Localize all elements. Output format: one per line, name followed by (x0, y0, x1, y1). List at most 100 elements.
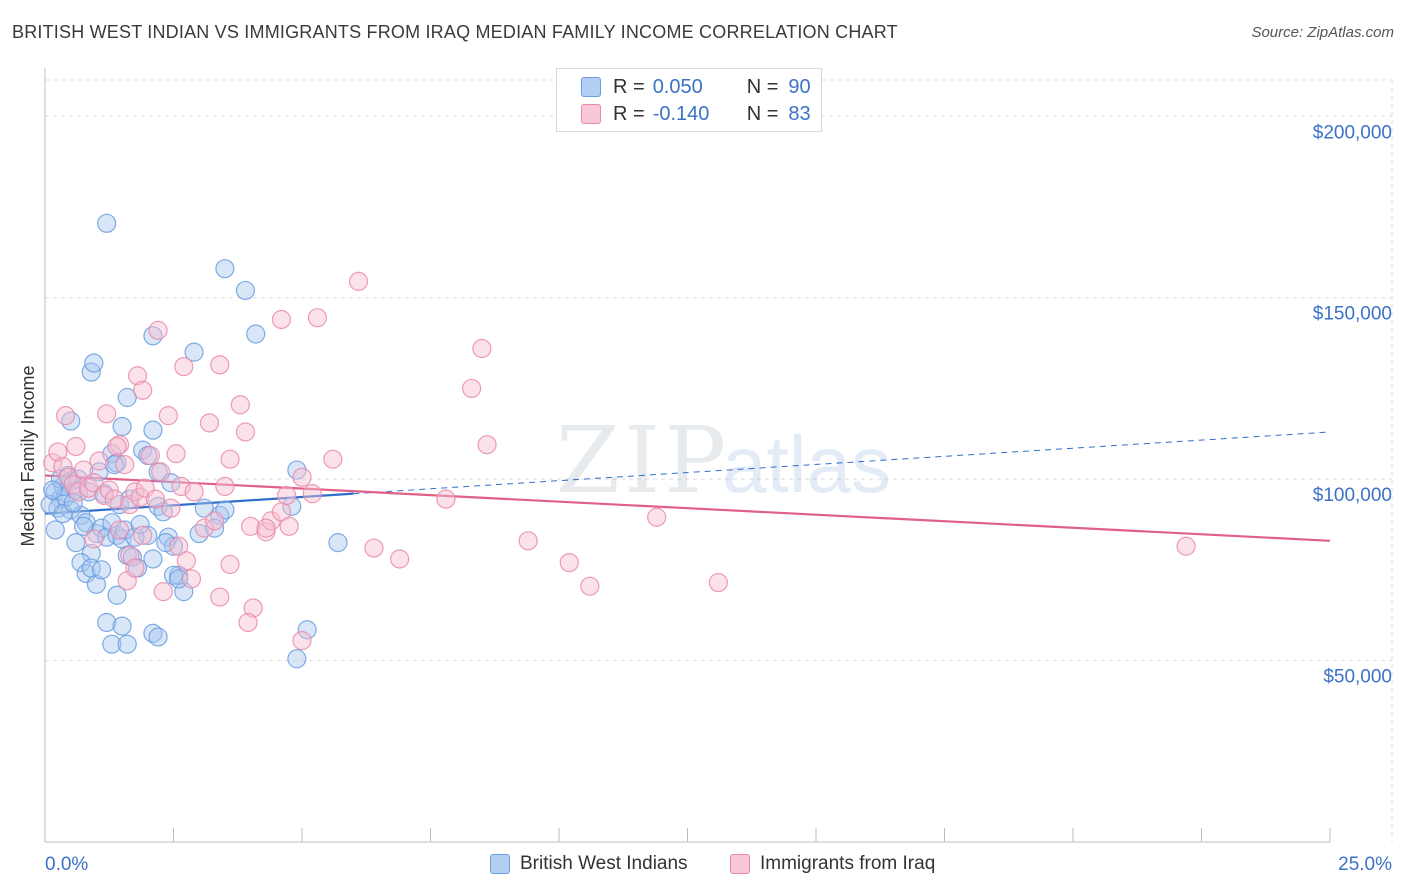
point-immigrants-from-iraq (55, 406, 76, 426)
point-british-west-indians (117, 387, 137, 408)
point-british-west-indians (97, 213, 117, 233)
point-immigrants-from-iraq (210, 587, 230, 607)
point-immigrants-from-iraq (153, 582, 173, 602)
point-immigrants-from-iraq (115, 455, 135, 475)
point-immigrants-from-iraq (133, 380, 153, 400)
point-immigrants-from-iraq (181, 569, 202, 589)
point-british-west-indians (184, 342, 204, 362)
point-immigrants-from-iraq (148, 320, 168, 340)
point-immigrants-from-iraq (145, 489, 166, 509)
point-immigrants-from-iraq (436, 489, 456, 509)
bottom-legend-label: British West Indians (520, 853, 688, 874)
point-immigrants-from-iraq (53, 456, 73, 477)
legend-r-label: R = (613, 102, 645, 125)
point-immigrants-from-iraq (292, 631, 312, 651)
point-british-west-indians (210, 505, 230, 526)
point-immigrants-from-iraq (99, 480, 119, 500)
y-tick-labels: $50,000 $100,000 $150,000 $200,000 (1313, 122, 1392, 687)
y-tick-label: $150,000 (1313, 304, 1392, 325)
axes (44, 68, 1331, 843)
point-immigrants-from-iraq (647, 507, 667, 527)
watermark-zip: ZIP (556, 407, 730, 514)
point-immigrants-from-iraq (130, 487, 150, 507)
point-immigrants-from-iraq (120, 494, 140, 515)
trend-line-immigrants-from-iraq (44, 474, 1331, 542)
point-immigrants-from-iraq (171, 476, 191, 496)
point-immigrants-from-iraq (161, 498, 181, 518)
point-british-west-indians (143, 549, 163, 569)
point-immigrants-from-iraq (348, 271, 369, 291)
x-tick-label-min: 0.0% (45, 854, 88, 875)
point-immigrants-from-iraq (390, 549, 410, 569)
trend-line-british-west-indians-extension (353, 431, 1331, 495)
point-immigrants-from-iraq (220, 554, 240, 575)
bottom-legend-label: Immigrants from Iraq (760, 853, 936, 874)
point-british-west-indians (148, 627, 168, 647)
watermark: ZIP atlas (556, 407, 891, 514)
point-immigrants-from-iraq (84, 473, 104, 493)
point-immigrants-from-iraq (205, 511, 225, 531)
point-immigrants-from-iraq (94, 485, 114, 506)
point-immigrants-from-iraq (66, 436, 86, 457)
point-immigrants-from-iraq (107, 436, 127, 457)
point-immigrants-from-iraq (158, 406, 178, 426)
point-british-west-indians (89, 462, 109, 482)
point-immigrants-from-iraq (125, 558, 145, 578)
x-tick-label-max: 25.0% (1338, 854, 1392, 875)
point-british-west-indians (107, 585, 127, 605)
point-british-west-indians (297, 620, 317, 640)
point-immigrants-from-iraq (210, 355, 230, 375)
point-immigrants-from-iraq (559, 552, 579, 573)
point-immigrants-from-iraq (125, 482, 145, 502)
point-immigrants-from-iraq (174, 357, 194, 377)
legend-row-british-west-indians: R = 0.050 N = 90 (581, 75, 811, 99)
legend-n-value: 83 (788, 102, 811, 125)
point-immigrants-from-iraq (120, 545, 140, 565)
y-axis-label: Median Family Income (18, 365, 38, 546)
point-british-west-indians (91, 560, 112, 580)
point-british-west-indians (43, 480, 63, 500)
point-british-west-indians (45, 520, 65, 540)
point-immigrants-from-iraq (256, 518, 276, 538)
point-immigrants-from-iraq (79, 478, 99, 498)
x-tick-labels: 0.0% 25.0% (45, 854, 1392, 875)
point-immigrants-from-iraq (176, 551, 196, 571)
point-british-west-indians (194, 498, 214, 518)
point-immigrants-from-iraq (43, 453, 63, 473)
bottom-legend-british-west-indians: British West Indians (490, 852, 688, 876)
chart-title: BRITISH WEST INDIAN VS IMMIGRANTS FROM I… (12, 22, 898, 42)
legend-r-value: -0.140 (652, 102, 710, 125)
point-immigrants-from-iraq (68, 482, 89, 502)
trend-lines (44, 431, 1331, 542)
point-immigrants-from-iraq (73, 460, 94, 480)
point-british-west-indians (97, 612, 117, 633)
trend-line-british-west-indians (44, 492, 354, 515)
point-immigrants-from-iraq (109, 520, 130, 540)
point-immigrants-from-iraq (127, 366, 148, 386)
point-immigrants-from-iraq (276, 485, 297, 506)
grid-lines (45, 79, 1393, 842)
y-tick-label: $50,000 (1323, 667, 1392, 688)
legend-n-value: 90 (788, 75, 811, 98)
point-immigrants-from-iraq (235, 422, 256, 442)
point-british-west-indians (235, 280, 256, 301)
source-credit: Source: ZipAtlas.com (1251, 24, 1394, 41)
point-immigrants-from-iraq (89, 451, 109, 471)
point-immigrants-from-iraq (477, 435, 497, 455)
point-immigrants-from-iraq (151, 462, 171, 482)
point-immigrants-from-iraq (292, 467, 312, 487)
point-immigrants-from-iraq (302, 484, 322, 504)
point-british-west-indians (156, 533, 176, 553)
legend-r-value: 0.050 (652, 75, 703, 98)
point-immigrants-from-iraq (1176, 536, 1196, 556)
bottom-legend-swatch-pink (730, 854, 750, 874)
point-british-west-indians (246, 324, 266, 344)
point-british-west-indians (117, 634, 137, 654)
point-immigrants-from-iraq (84, 529, 104, 549)
point-immigrants-from-iraq (708, 572, 728, 593)
point-immigrants-from-iraq (462, 378, 482, 399)
correlation-legend: R = 0.050 N = 90 R = -0.140 N = 83 (556, 68, 822, 132)
point-immigrants-from-iraq (518, 531, 538, 551)
point-british-west-indians (143, 623, 163, 643)
